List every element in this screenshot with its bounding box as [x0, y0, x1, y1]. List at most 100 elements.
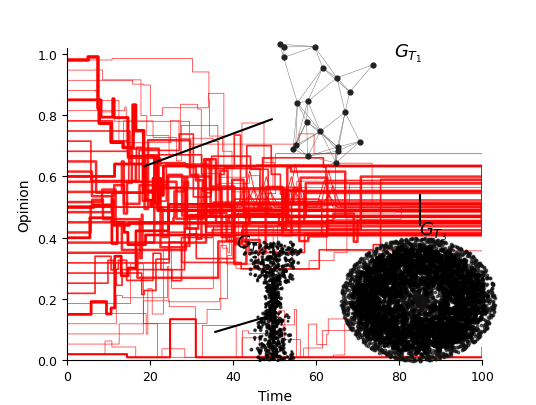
- Point: [404, 273, 413, 279]
- Point: [370, 290, 379, 296]
- Point: [474, 296, 483, 303]
- Point: [371, 322, 380, 328]
- Point: [343, 300, 351, 307]
- Point: [425, 267, 433, 273]
- Point: [443, 258, 452, 264]
- Point: [441, 264, 449, 271]
- Point: [369, 264, 378, 271]
- Point: [403, 345, 411, 352]
- Point: [277, 286, 285, 292]
- Point: [485, 300, 493, 307]
- Point: [360, 316, 368, 322]
- Point: [388, 245, 397, 252]
- Point: [461, 275, 470, 281]
- Point: [288, 276, 297, 283]
- Point: [270, 289, 278, 295]
- Point: [397, 335, 405, 341]
- Point: [440, 330, 449, 337]
- Point: [357, 315, 366, 322]
- Point: [255, 348, 263, 354]
- Point: [406, 330, 414, 336]
- Point: [459, 346, 468, 352]
- Point: [450, 289, 459, 296]
- Point: [386, 262, 395, 269]
- Point: [435, 243, 443, 249]
- Point: [404, 256, 412, 263]
- Point: [469, 305, 478, 311]
- Point: [437, 302, 446, 309]
- Point: [274, 311, 283, 318]
- Point: [454, 252, 463, 259]
- Point: [373, 345, 381, 352]
- Point: [456, 273, 464, 279]
- Point: [360, 293, 369, 299]
- Point: [479, 282, 487, 288]
- Point: [442, 258, 450, 264]
- Point: [269, 319, 278, 325]
- Point: [370, 279, 378, 285]
- Point: [412, 306, 420, 312]
- Point: [371, 249, 379, 255]
- Point: [375, 341, 383, 347]
- Point: [486, 312, 494, 318]
- Point: [403, 287, 412, 294]
- Point: [401, 259, 410, 266]
- Point: [444, 336, 452, 342]
- Point: [344, 292, 352, 298]
- Point: [438, 271, 446, 278]
- Point: [407, 279, 415, 285]
- Point: [343, 275, 352, 282]
- Point: [414, 299, 423, 306]
- Point: [424, 237, 433, 244]
- Point: [390, 297, 399, 304]
- Point: [370, 291, 378, 297]
- Point: [415, 298, 423, 305]
- Point: [463, 313, 471, 320]
- Point: [460, 274, 468, 280]
- Point: [379, 343, 388, 350]
- Point: [429, 249, 437, 256]
- Point: [268, 304, 277, 311]
- Point: [421, 260, 430, 267]
- Point: [397, 286, 405, 293]
- Point: [265, 308, 273, 315]
- Point: [367, 278, 375, 285]
- Point: [450, 256, 459, 262]
- Point: [347, 292, 355, 298]
- Point: [415, 358, 424, 364]
- Point: [268, 315, 277, 321]
- Point: [416, 294, 425, 301]
- Point: [435, 304, 444, 311]
- Point: [413, 349, 421, 356]
- Point: [414, 298, 423, 305]
- Point: [369, 340, 377, 347]
- Point: [276, 341, 285, 347]
- Point: [432, 251, 441, 258]
- Point: [412, 267, 421, 273]
- Point: [268, 351, 277, 358]
- Point: [470, 273, 478, 279]
- Point: [477, 269, 485, 275]
- Point: [394, 307, 403, 314]
- Point: [472, 297, 481, 303]
- Point: [438, 286, 446, 292]
- Point: [380, 296, 389, 303]
- Point: [453, 263, 461, 269]
- Point: [367, 329, 375, 335]
- Point: [436, 266, 445, 273]
- Point: [364, 334, 373, 340]
- Point: [426, 290, 434, 296]
- Point: [270, 295, 279, 302]
- Point: [388, 254, 396, 260]
- Point: [380, 245, 389, 251]
- Point: [456, 261, 465, 268]
- Point: [446, 290, 455, 296]
- Point: [458, 323, 467, 329]
- Point: [289, 258, 298, 265]
- Point: [388, 260, 396, 266]
- Point: [429, 315, 437, 322]
- Point: [419, 275, 428, 281]
- Point: [369, 302, 378, 308]
- Point: [451, 329, 460, 336]
- Point: [454, 286, 463, 293]
